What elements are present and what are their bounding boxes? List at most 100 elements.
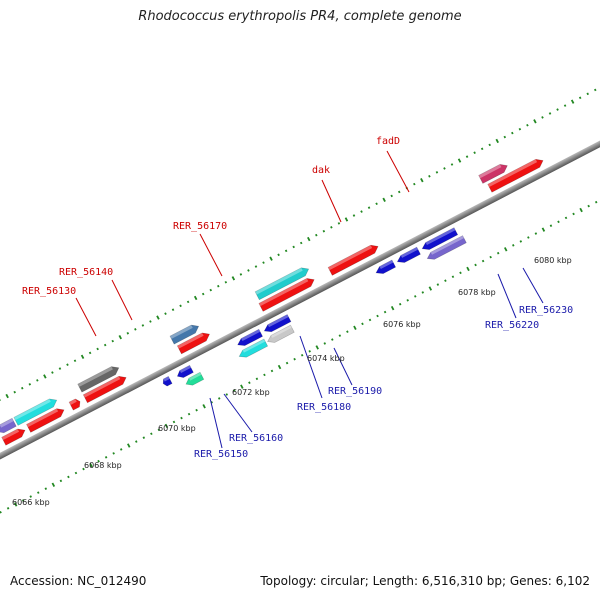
tick-mark-lower — [248, 381, 251, 385]
gene-arrow[interactable] — [262, 314, 292, 335]
gene-label-rer56130[interactable]: RER_56130 — [22, 286, 76, 297]
tick-mark-upper — [322, 229, 326, 233]
gene-arrow[interactable] — [237, 338, 269, 360]
tick-mark-upper — [299, 241, 303, 245]
gene-arrow[interactable] — [236, 328, 263, 348]
gene-label-rer56190[interactable]: RER_56190 — [328, 386, 382, 397]
tick-mark-lower — [263, 373, 266, 377]
gene-arrow[interactable] — [420, 227, 459, 253]
tick-mark-lower — [172, 420, 176, 424]
tick-mark-upper — [179, 304, 182, 308]
gene-label-dak[interactable]: dak — [312, 165, 330, 176]
gene-arrow[interactable] — [254, 265, 311, 301]
tick-mark-lower — [519, 240, 523, 243]
tick-mark-lower — [587, 204, 590, 208]
tick-mark-upper — [541, 116, 544, 119]
tick-mark-upper — [28, 382, 32, 386]
gene-arrow-highlight — [77, 366, 113, 387]
gene-arrow[interactable] — [184, 371, 205, 387]
genome-backbone — [0, 112, 600, 488]
tick-mark-lower — [594, 200, 598, 204]
gene-arrow[interactable] — [425, 235, 467, 262]
gene-arrow[interactable] — [161, 375, 173, 387]
tick-mark-lower — [572, 212, 575, 216]
tick-mark-upper — [435, 171, 439, 174]
gene-arrow[interactable] — [26, 406, 67, 433]
gene-label-rer56170[interactable]: RER_56170 — [173, 221, 227, 232]
leader-fadD — [386, 150, 410, 193]
tick-mark-upper — [149, 320, 152, 323]
topology-text: Topology: circular; Length: 6,516,310 bp… — [260, 574, 590, 588]
tick-mark-lower — [13, 502, 18, 507]
tick-mark-upper — [156, 315, 160, 320]
gene-label-rer56220[interactable]: RER_56220 — [485, 320, 539, 331]
tick-mark-upper — [375, 202, 378, 206]
gene-arrow-highlight — [487, 159, 538, 188]
gene-arrow-highlight — [258, 278, 309, 307]
tick-mark-upper — [254, 265, 258, 268]
gene-arrow[interactable] — [77, 364, 121, 393]
gene-label-rer56140[interactable]: RER_56140 — [59, 267, 113, 278]
gene-arrow-highlight — [400, 247, 419, 258]
tick-mark-lower — [142, 436, 146, 439]
tick-mark-upper — [457, 158, 462, 163]
gene-arrow[interactable] — [487, 157, 545, 193]
tick-mark-upper — [96, 347, 99, 351]
gene-arrow-highlight — [163, 376, 170, 382]
axis-label-6080: 6080 kbp — [534, 256, 572, 265]
gene-arrow-highlight — [1, 428, 20, 441]
gene-label-rer56160[interactable]: RER_56160 — [229, 433, 283, 444]
gene-arrow[interactable] — [478, 162, 510, 184]
tick-mark-upper — [36, 379, 39, 382]
leader-rer56130 — [75, 297, 97, 337]
tick-mark-lower — [474, 263, 477, 267]
tick-mark-lower — [368, 318, 372, 322]
tick-mark-lower — [157, 428, 161, 432]
gene-arrow[interactable] — [13, 396, 59, 426]
tick-mark-upper — [413, 182, 416, 186]
gene-arrow[interactable] — [327, 242, 380, 276]
tick-mark-lower — [74, 471, 78, 475]
gene-label-rer56180[interactable]: RER_56180 — [297, 402, 351, 413]
gene-arrow-highlight — [267, 314, 289, 328]
tick-mark-lower — [444, 279, 447, 282]
axis-label-6068: 6068 kbp — [84, 461, 122, 470]
tick-mark-lower — [217, 397, 221, 400]
tick-mark-lower — [489, 255, 492, 259]
tick-mark-lower — [549, 224, 553, 228]
tick-mark-lower — [277, 364, 282, 370]
gene-arrow[interactable] — [176, 364, 194, 379]
tick-mark-lower — [353, 325, 357, 330]
tick-mark-lower — [44, 487, 48, 490]
tick-mark-upper — [171, 308, 175, 312]
tick-mark-upper — [118, 335, 122, 340]
tick-mark-upper — [495, 138, 499, 144]
tick-mark-lower — [67, 475, 70, 479]
gene-arrow[interactable] — [169, 322, 201, 345]
gene-label-fadD[interactable]: fadD — [376, 136, 400, 147]
gene-label-rer56150[interactable]: RER_56150 — [194, 449, 248, 460]
gene-arrow[interactable] — [82, 374, 128, 404]
gene-label-rer56230[interactable]: RER_56230 — [519, 305, 573, 316]
gene-arrow[interactable] — [1, 426, 27, 446]
gene-arrow[interactable] — [395, 246, 421, 265]
tick-mark-lower — [150, 432, 153, 436]
gene-arrow-highlight — [69, 398, 77, 405]
tick-mark-upper — [330, 225, 333, 229]
tick-mark-upper — [548, 112, 552, 115]
gene-arrow[interactable] — [266, 324, 295, 345]
tick-mark-lower — [421, 291, 425, 294]
gene-arrow-highlight — [0, 418, 14, 428]
gene-arrow[interactable] — [68, 398, 82, 411]
tick-mark-lower — [504, 247, 508, 252]
tick-mark-upper — [239, 273, 243, 276]
gene-arrow[interactable] — [258, 276, 316, 312]
gene-arrow-highlight — [379, 260, 394, 269]
tick-mark-upper — [126, 331, 130, 335]
tick-mark-upper — [80, 354, 85, 360]
gene-arrow[interactable] — [374, 259, 397, 276]
tick-mark-lower — [323, 342, 327, 345]
gene-arrow[interactable] — [0, 417, 17, 435]
gene-arrow[interactable] — [176, 330, 211, 355]
tick-mark-lower — [21, 499, 25, 502]
